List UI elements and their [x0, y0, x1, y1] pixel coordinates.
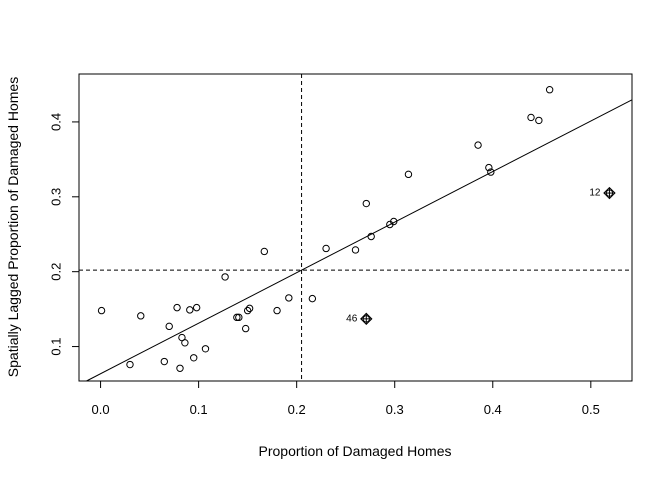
data-point	[535, 116, 543, 125]
data-point	[260, 247, 269, 256]
y-tick-label: 0.1	[48, 338, 63, 356]
x-tick-label: 0.4	[484, 402, 502, 417]
y-tick-label: 0.4	[48, 113, 63, 131]
data-point	[137, 312, 145, 320]
influential-point-marker	[603, 186, 616, 200]
data-point	[126, 360, 134, 369]
data-point	[245, 304, 254, 313]
data-point	[181, 339, 189, 347]
data-point	[192, 303, 201, 312]
data-point	[165, 322, 173, 331]
data-point	[97, 306, 106, 315]
data-point	[241, 324, 250, 333]
data-point	[545, 86, 554, 94]
data-point	[404, 170, 413, 179]
x-tick-label: 0.5	[582, 402, 600, 417]
data-point	[322, 244, 330, 253]
y-tick-label: 0.3	[48, 188, 63, 206]
data-point	[235, 313, 243, 322]
data-point	[233, 313, 241, 322]
data-point	[485, 163, 493, 172]
data-point	[173, 303, 181, 312]
x-axis: 0.0 0.1 0.2 0.3 0.4 0.5	[92, 380, 600, 417]
y-axis-label: Spatially Lagged Proportion of Damaged H…	[5, 77, 21, 377]
y-axis: 0.1 0.2 0.3 0.4	[48, 113, 80, 356]
data-point	[390, 217, 398, 226]
data-point	[308, 294, 317, 303]
data-point	[160, 357, 169, 366]
data-point	[351, 246, 360, 254]
data-point	[474, 141, 482, 149]
y-tick-label: 0.2	[48, 263, 63, 281]
data-point	[201, 345, 210, 353]
data-point	[367, 232, 375, 241]
data-point	[487, 168, 495, 176]
data-point	[527, 113, 535, 122]
x-tick-label: 0.2	[288, 402, 306, 417]
data-point	[221, 273, 229, 281]
data-point	[186, 306, 194, 314]
data-point	[362, 199, 370, 208]
x-tick-label: 0.3	[386, 402, 404, 417]
data-point	[273, 306, 281, 315]
data-point	[243, 306, 252, 315]
x-tick-label: 0.1	[190, 402, 208, 417]
x-axis-label: Proportion of Damaged Homes	[259, 443, 452, 459]
influential-point-marker	[360, 312, 373, 326]
data-point	[176, 364, 184, 372]
x-tick-label: 0.0	[92, 402, 110, 417]
data-point	[190, 354, 198, 362]
point-label: 46	[346, 313, 358, 324]
data-point	[285, 294, 293, 302]
point-label: 12	[589, 188, 601, 199]
regression-line	[86, 99, 633, 382]
data-points: 46 12	[97, 86, 616, 372]
